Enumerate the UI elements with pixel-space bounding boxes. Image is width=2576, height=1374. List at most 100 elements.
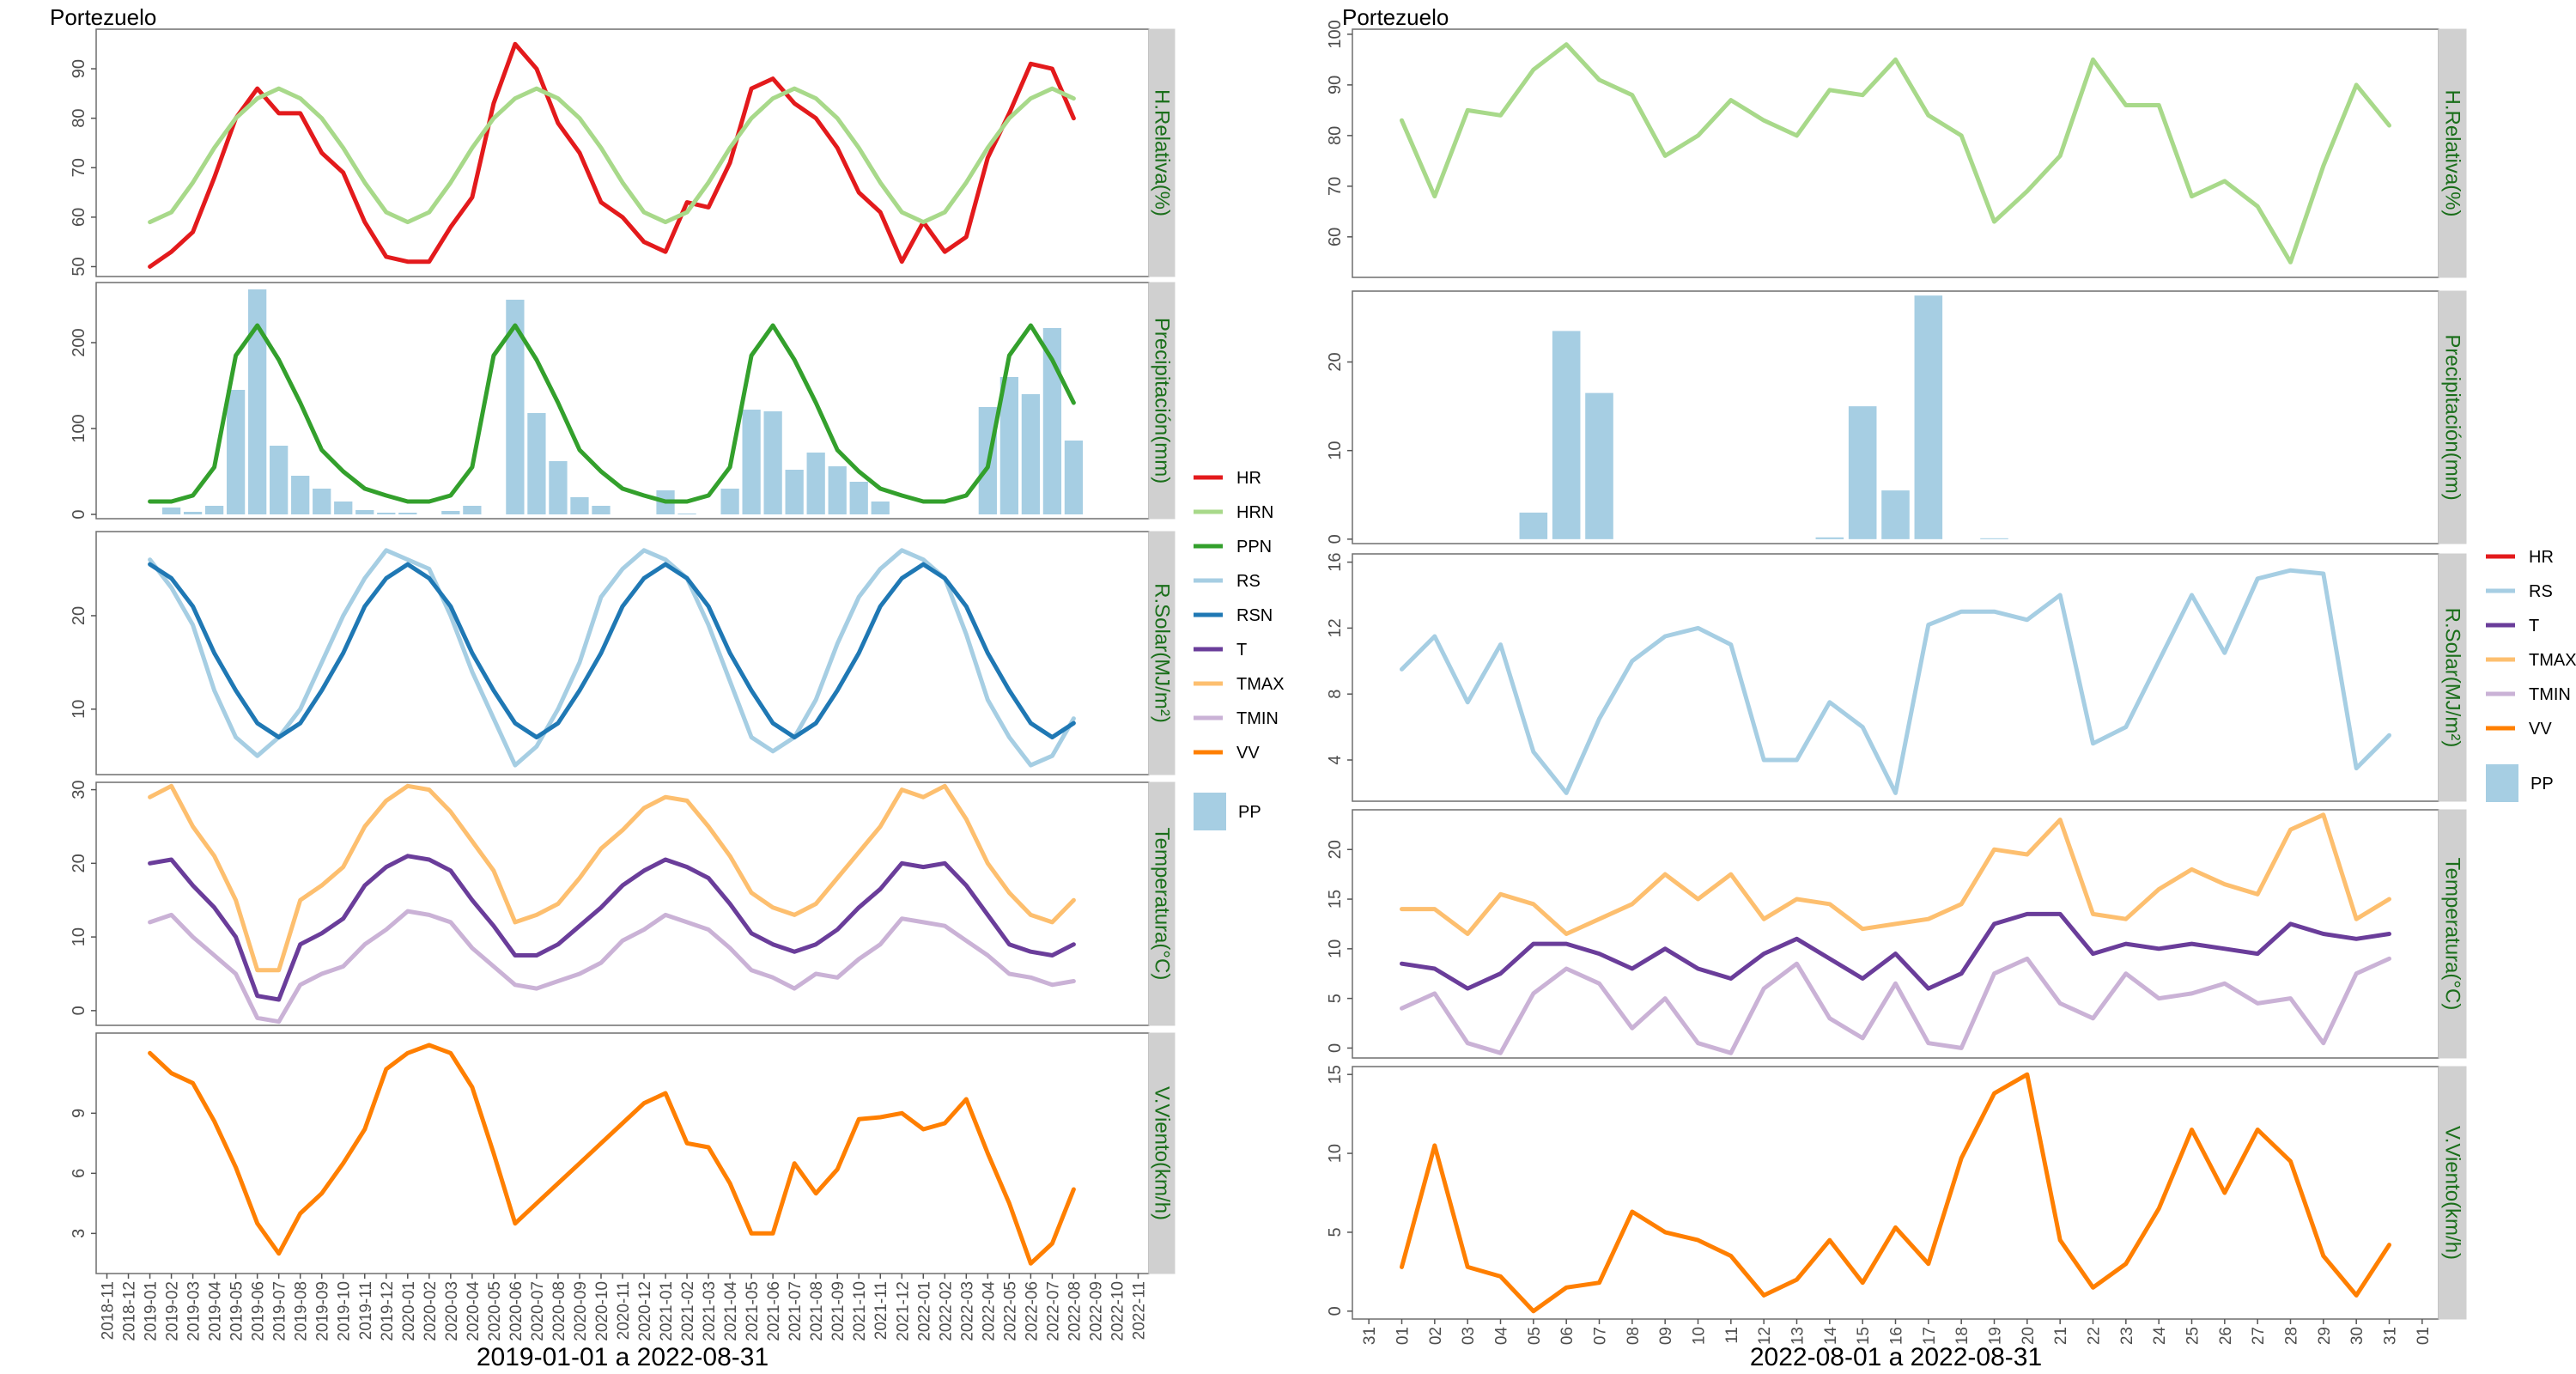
series-line-rsn bbox=[148, 562, 1076, 739]
panel-4: V.Viento(km/h) 0 5 10 15 bbox=[1326, 1065, 2467, 1320]
panel-2: R.Solar(MJ/m²) 10 20 bbox=[70, 531, 1176, 775]
bar-pp bbox=[463, 506, 482, 514]
bar-pp bbox=[999, 377, 1019, 514]
x-tick-label: 2018-11 bbox=[100, 1281, 118, 1340]
bar-pp bbox=[377, 513, 396, 514]
panel-strip bbox=[2438, 290, 2467, 544]
legend-label-pp: PP bbox=[2530, 775, 2554, 793]
x-tick-label: 20 bbox=[2020, 1327, 2038, 1345]
x-tick-label: 2019-06 bbox=[250, 1281, 268, 1341]
bar-pp bbox=[1064, 441, 1084, 514]
x-tick-label: 2021-05 bbox=[744, 1281, 762, 1341]
bar-pp bbox=[204, 506, 224, 514]
legend: HR RS T TMAX TMIN VV PP bbox=[2486, 548, 2576, 802]
panel-strip-label: Precipitación(mm) bbox=[1151, 318, 1174, 483]
panel-strip bbox=[2438, 1066, 2467, 1320]
legend-key-pp bbox=[2486, 764, 2518, 802]
x-tick-label: 09 bbox=[1657, 1327, 1675, 1345]
y-tick-label: 50 bbox=[70, 257, 88, 276]
y-tick-label: 20 bbox=[1326, 352, 1345, 371]
x-tick-label: 12 bbox=[1756, 1327, 1774, 1345]
x-tick-label: 2022-02 bbox=[937, 1281, 955, 1341]
panel-strip-label: H.Relativa(%) bbox=[2441, 89, 2464, 216]
chart-right: PortezueloH.Relativa(%)60708090100Precip… bbox=[1326, 4, 2576, 1371]
legend: HR HRN PPN RS RSN T TMAX TMIN VV PP bbox=[1194, 469, 1285, 830]
x-tick-label: 17 bbox=[1921, 1327, 1939, 1345]
legend-label-vv: VV bbox=[2529, 720, 2552, 739]
x-tick-label: 2022-05 bbox=[1001, 1281, 1019, 1341]
bar-pp bbox=[849, 482, 868, 514]
panel-strip bbox=[1148, 1032, 1176, 1274]
legend-label-hrn: HRN bbox=[1236, 503, 1273, 522]
bar-pp bbox=[355, 510, 374, 514]
y-tick-label: 9 bbox=[70, 1109, 88, 1118]
panel-strip bbox=[2438, 553, 2467, 802]
x-tick-label: 04 bbox=[1493, 1327, 1511, 1346]
x-axis-label: 2019-01-01 a 2022-08-31 bbox=[477, 1343, 769, 1371]
x-tick-label: 2022-08 bbox=[1066, 1281, 1084, 1341]
x-tick-label: 2021-04 bbox=[722, 1281, 740, 1341]
legend-label-t: T bbox=[2529, 617, 2539, 635]
legend-label-rs: RS bbox=[2529, 582, 2553, 601]
y-tick-label: 0 bbox=[70, 509, 88, 519]
panel-2: R.Solar(MJ/m²) 4 8 12 16 bbox=[1326, 552, 2467, 802]
bar-pp bbox=[291, 476, 310, 514]
series-line-t bbox=[148, 854, 1076, 1002]
x-tick-label: 2019-08 bbox=[293, 1281, 311, 1341]
x-tick-label: 2021-11 bbox=[872, 1281, 890, 1340]
x-tick-label: 2022-04 bbox=[980, 1281, 998, 1341]
panel-frame bbox=[1352, 553, 2439, 802]
y-tick-label: 10 bbox=[70, 927, 88, 946]
x-tick-label: 2019-12 bbox=[379, 1281, 397, 1341]
bar-pp bbox=[398, 513, 417, 514]
panel-strip-label: Precipitación(mm) bbox=[2441, 334, 2464, 500]
bar-pp bbox=[1042, 328, 1062, 514]
y-tick-label: 5 bbox=[1326, 1227, 1345, 1237]
x-tick-label: 2022-11 bbox=[1130, 1281, 1148, 1340]
x-tick-label: 2019-05 bbox=[228, 1281, 246, 1341]
series-line-t bbox=[1400, 911, 2391, 991]
bar-pp bbox=[441, 511, 460, 514]
bar-pp bbox=[1881, 490, 1910, 539]
panel-frame bbox=[1352, 809, 2439, 1059]
y-tick-label: 20 bbox=[1326, 840, 1345, 859]
legend-label-vv: VV bbox=[1236, 744, 1260, 763]
x-tick-label: 13 bbox=[1789, 1327, 1807, 1345]
bar-pp bbox=[313, 489, 331, 514]
bar-pp bbox=[1585, 392, 1613, 539]
bar-pp bbox=[742, 410, 761, 514]
x-tick-label: 2019-09 bbox=[314, 1281, 332, 1341]
y-tick-label: 8 bbox=[1326, 690, 1345, 699]
x-tick-label: 2019-10 bbox=[336, 1281, 354, 1341]
x-tick-label: 2019-01 bbox=[143, 1281, 161, 1341]
bar-pp bbox=[785, 470, 804, 514]
legend-label-pp: PP bbox=[1238, 803, 1261, 822]
series-line-tmax bbox=[1400, 812, 2391, 936]
series-line-vv bbox=[148, 1043, 1076, 1266]
bar-pp bbox=[1815, 537, 1844, 539]
y-tick-label: 100 bbox=[1326, 20, 1345, 48]
series-line-vv bbox=[1400, 1072, 2391, 1314]
panel-3: Temperatura(°C) 0 10 20 30 bbox=[70, 780, 1176, 1026]
x-tick-label: 2020-09 bbox=[572, 1281, 590, 1341]
y-tick-label: 70 bbox=[70, 158, 88, 177]
legend-label-rs: RS bbox=[1236, 572, 1261, 591]
chart-left: PortezueloH.Relativa(%)5060708090Precipi… bbox=[50, 4, 1285, 1371]
bar-pp bbox=[1914, 295, 1943, 539]
panel-strip-label: V.Viento(km/h) bbox=[1151, 1086, 1174, 1220]
x-tick-label: 30 bbox=[2348, 1327, 2366, 1345]
legend-label-tmin: TMIN bbox=[2529, 685, 2571, 704]
x-tick-label: 15 bbox=[1855, 1327, 1873, 1345]
x-tick-label: 25 bbox=[2184, 1327, 2202, 1345]
x-tick-label: 2021-06 bbox=[765, 1281, 783, 1341]
x-tick-label: 2021-08 bbox=[808, 1281, 826, 1341]
panel-0: H.Relativa(%) 50 60 70 80 90 bbox=[70, 28, 1176, 277]
y-tick-label: 0 bbox=[1326, 1306, 1345, 1316]
panel-strip-label: H.Relativa(%) bbox=[1151, 89, 1174, 216]
x-tick-label: 2022-10 bbox=[1109, 1281, 1127, 1341]
legend-label-ppn: PPN bbox=[1236, 538, 1272, 556]
panel-strip-label: R.Solar(MJ/m²) bbox=[1151, 583, 1174, 723]
y-tick-label: 0 bbox=[1326, 1043, 1345, 1053]
x-tick-label: 23 bbox=[2118, 1327, 2136, 1345]
x-tick-label: 2022-07 bbox=[1044, 1281, 1062, 1341]
